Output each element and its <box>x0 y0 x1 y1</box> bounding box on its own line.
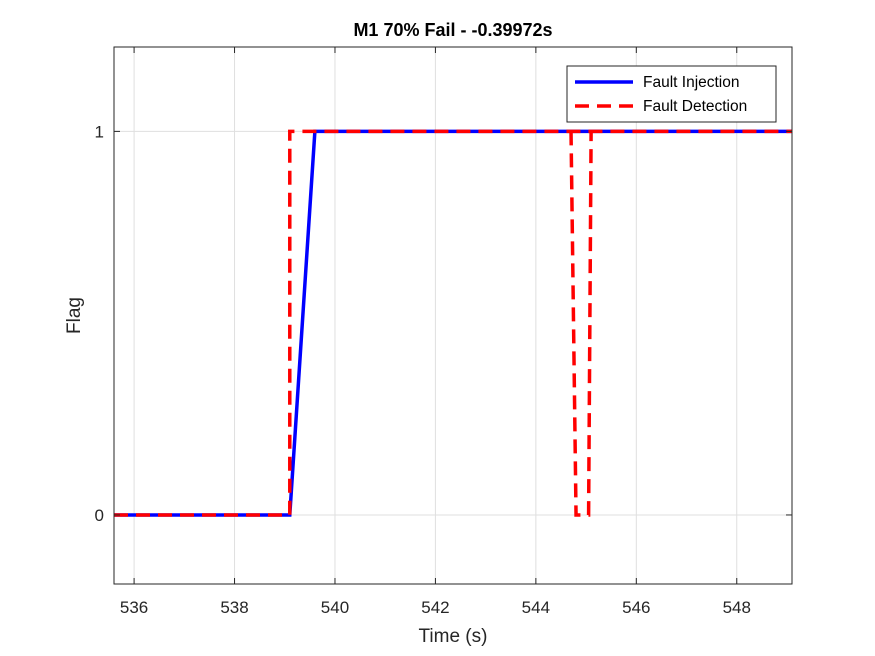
series-lines <box>114 129 792 517</box>
axes-frame <box>113 46 793 585</box>
x-tick-label: 542 <box>421 598 449 617</box>
legend-box <box>566 65 777 123</box>
x-tick-label: 540 <box>321 598 349 617</box>
x-tick-label: 546 <box>622 598 650 617</box>
legend-label-fault-detection: Fault Detection <box>643 98 747 115</box>
plot-area <box>114 47 792 584</box>
legend: Fault Injection Fault Detection <box>566 65 777 123</box>
x-axis-label: Time (s) <box>419 626 488 647</box>
legend-label-fault-injection: Fault Injection <box>643 74 740 91</box>
x-tick-label: 538 <box>220 598 248 617</box>
y-tick-label: 1 <box>95 122 104 141</box>
axis-ticks: 536 538 540 542 544 546 548 0 1 <box>95 47 792 617</box>
x-tick-label: 548 <box>723 598 751 617</box>
y-tick-label: 0 <box>95 506 104 525</box>
y-axis-label: Flag <box>64 297 85 334</box>
x-tick-label: 544 <box>522 598 550 617</box>
chart-title: M1 70% Fail - -0.39972s <box>353 20 552 40</box>
x-tick-label: 536 <box>120 598 148 617</box>
